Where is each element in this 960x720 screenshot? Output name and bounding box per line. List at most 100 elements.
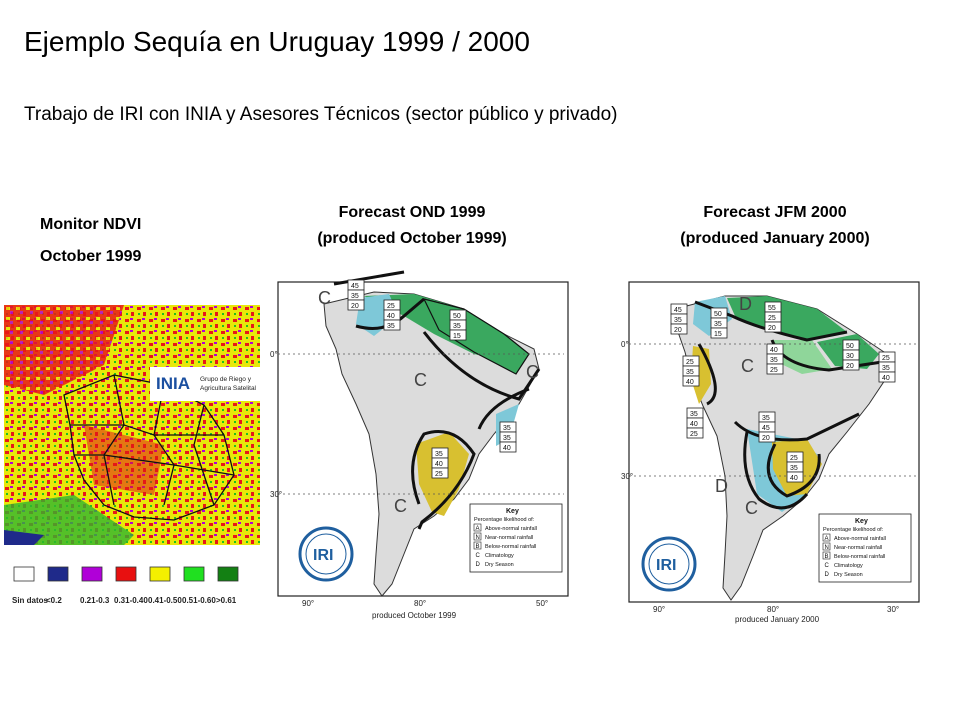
probability-value: 35	[790, 465, 798, 472]
region-letter: C	[414, 370, 427, 390]
probability-cell	[786, 471, 804, 483]
probability-value: 35	[351, 293, 359, 300]
longitude-label: 30°	[887, 605, 899, 614]
longitude-label: 50°	[536, 599, 548, 608]
probability-cell	[710, 327, 728, 339]
probability-cell	[758, 431, 776, 443]
region-letter: C	[394, 496, 407, 516]
key-code: D	[825, 572, 830, 578]
region-letter: C	[526, 362, 539, 382]
key-item-text: Near-normal rainfall	[834, 545, 882, 551]
key-code-box	[473, 532, 482, 541]
probability-value: 35	[503, 425, 511, 432]
longitude-label: 80°	[767, 605, 779, 614]
ndvi-legend-label: Sin datos	[12, 596, 49, 605]
region-letter: D	[715, 476, 728, 496]
key-code-box	[473, 523, 482, 532]
probability-value: 35	[674, 317, 682, 324]
probability-value: 25	[690, 431, 698, 438]
probability-cell	[670, 323, 688, 335]
probability-value: 20	[762, 435, 770, 442]
key-item-text: Dry Season	[485, 562, 514, 568]
probability-cell	[431, 467, 449, 479]
ndvi-label: Monitor NDVI October 1999	[40, 212, 141, 270]
jfm-key: Key Percentage likelihood of: A Above-norma…	[818, 513, 912, 583]
ond-iri-logo: IRI	[298, 526, 354, 582]
forecast-ond-map: 0° 30° 90° 80° 50° 45 35 20 25 40 35 50 35 15 35 40 25…	[264, 254, 580, 626]
ndvi-legend-label: 0.41-0.50	[148, 596, 182, 605]
probability-value: 20	[351, 303, 359, 310]
jfm-latitude-labels: 0° 30°	[621, 340, 633, 481]
jfm-probability-boxes: 45 35 20 50 35 15 55 25 20 25 35 40 40 35 25 50 30 20 25 35…	[670, 301, 896, 483]
probability-value: 40	[503, 445, 511, 452]
probability-cell	[347, 299, 365, 311]
forecast-jfm-map: 0° 30° 90° 80° 30° 45 35 20 50 35 15 55 25 20 25 35 40…	[607, 254, 933, 634]
probability-value: 50	[453, 313, 461, 320]
key-code: C	[476, 553, 481, 559]
ndvi-legend-label: <0.2	[46, 596, 62, 605]
probability-value: 35	[503, 435, 511, 442]
key-code-box	[473, 541, 482, 550]
key-box	[818, 513, 912, 583]
ndvi-legend-label: >0.61	[216, 596, 237, 605]
longitude-label: 90°	[653, 605, 665, 614]
ndvi-label-line1: Monitor NDVI	[40, 216, 142, 233]
ndvi-legend-swatch	[217, 566, 239, 582]
probability-cell	[764, 321, 782, 333]
probability-value: 35	[435, 451, 443, 458]
iri-logo-text: IRI	[656, 557, 676, 574]
ndvi-legend-label: 0.31-0.40	[114, 596, 148, 605]
ond-label: Forecast OND 1999 (produced October 1999…	[272, 200, 552, 252]
probability-cell	[842, 359, 860, 371]
latitude-label: 30°	[270, 490, 282, 499]
probability-value: 15	[714, 331, 722, 338]
probability-value: 45	[351, 283, 359, 290]
key-code-box	[822, 551, 831, 560]
longitude-label: 80°	[414, 599, 426, 608]
key-title: Key	[855, 518, 868, 525]
inia-logo-text: INIA	[156, 374, 190, 393]
probability-value: 40	[387, 313, 395, 320]
ndvi-legend-swatch	[115, 566, 137, 582]
probability-value: 20	[846, 363, 854, 370]
ond-probability-boxes: 45 35 20 25 40 35 50 35 15 35 40 25 35 35 40	[347, 279, 517, 479]
probability-value: 20	[768, 325, 776, 332]
key-code: B	[476, 544, 480, 550]
probability-value: 35	[387, 323, 395, 330]
iri-logo-inner-ring	[305, 533, 347, 575]
key-code: A	[476, 526, 480, 532]
key-box	[469, 503, 563, 573]
jfm-longitude-labels: 90° 80° 30°	[653, 605, 899, 614]
ond-label-line2: (produced October 1999)	[317, 230, 507, 247]
iri-logo-text: IRI	[313, 547, 333, 564]
probability-value: 30	[846, 353, 854, 360]
probability-value: 25	[768, 315, 776, 322]
key-item-text: Climatology	[834, 563, 863, 569]
iri-logo-inner-ring	[648, 543, 690, 585]
ndvi-label-line2: October 1999	[40, 248, 142, 265]
probability-value: 25	[790, 455, 798, 462]
probability-value: 25	[882, 355, 890, 362]
key-item-text: Dry Season	[834, 572, 863, 578]
key-code: A	[825, 536, 829, 542]
ond-produced-text: produced October 1999	[372, 611, 457, 620]
ond-region-letters: C C C C	[318, 288, 539, 516]
probability-value: 35	[453, 323, 461, 330]
probability-value: 50	[846, 343, 854, 350]
probability-cell	[682, 375, 700, 387]
probability-value: 20	[674, 327, 682, 334]
probability-value: 25	[770, 367, 778, 374]
probability-value: 45	[762, 425, 770, 432]
probability-value: 25	[686, 359, 694, 366]
probability-value: 40	[435, 461, 443, 468]
key-code: N	[825, 545, 829, 551]
key-subtitle: Percentage likelihood of:	[474, 517, 535, 523]
jfm-iri-logo: IRI	[641, 536, 697, 592]
longitude-label: 90°	[302, 599, 314, 608]
probability-value: 35	[690, 411, 698, 418]
probability-value: 25	[387, 303, 395, 310]
key-code-box	[822, 542, 831, 551]
key-item-text: Below-normal rainfall	[485, 544, 536, 550]
inia-caption-1: Grupo de Riego y	[200, 376, 252, 383]
